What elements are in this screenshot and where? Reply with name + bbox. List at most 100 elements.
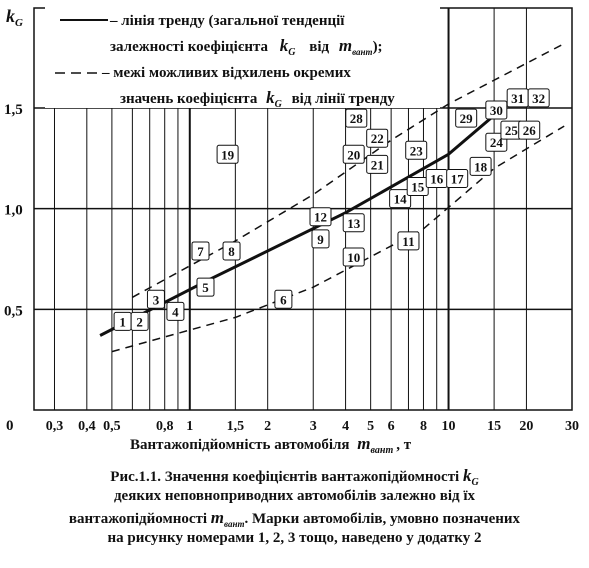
data-point: 29 xyxy=(455,108,478,128)
caption-line-1: Рис.1.1. Значення коефіцієнтів вантажопі… xyxy=(110,466,479,488)
x-tick-label: 6 xyxy=(388,419,395,434)
x-tick-label: 8 xyxy=(420,419,427,434)
data-point: 20 xyxy=(342,144,365,164)
data-point-box xyxy=(527,88,550,108)
data-point: 31 xyxy=(506,88,529,108)
data-point-box xyxy=(389,189,412,209)
data-point-label: 21 xyxy=(371,157,384,172)
data-point-label: 29 xyxy=(460,111,474,126)
data-point: 15 xyxy=(406,177,429,197)
data-point-label: 3 xyxy=(153,292,160,307)
data-point: 30 xyxy=(485,100,508,120)
x-tick-label: 0,3 xyxy=(46,419,64,434)
data-point: 26 xyxy=(518,120,541,140)
legend-trend-line2: залежності коефіцієнта kG від mвант); xyxy=(110,36,383,59)
y-tick-label: 1,0 xyxy=(4,203,23,219)
data-point: 4 xyxy=(166,301,185,321)
data-point-label: 23 xyxy=(410,143,424,158)
legend: – лінія тренду (загальної тенденції зале… xyxy=(45,5,440,111)
data-point: 3 xyxy=(146,289,165,309)
x-tick-label: 2 xyxy=(264,419,271,434)
x-tick-label: 10 xyxy=(442,419,456,434)
x-tick-label: 30 xyxy=(565,419,579,434)
x-tick-label: 0,8 xyxy=(156,419,174,434)
data-point-box xyxy=(485,100,508,120)
data-point: 7 xyxy=(191,241,210,261)
legend-bounds-line2: значень коефіцієнта kG від лінії тренду xyxy=(120,88,395,111)
data-point: 6 xyxy=(274,289,293,309)
data-point-label: 16 xyxy=(430,171,444,186)
caption-line-2: деяких неповноприводних автомобілів зале… xyxy=(113,488,476,504)
data-point-label: 9 xyxy=(317,232,324,247)
data-point-box xyxy=(274,289,293,309)
data-point-box xyxy=(446,168,469,188)
data-point-label: 4 xyxy=(172,304,179,319)
data-point-label: 1 xyxy=(119,314,126,329)
curves xyxy=(99,42,565,353)
x-tick-label: 5 xyxy=(367,419,374,434)
legend-bounds-line1: – межі можливих відхилень окремих xyxy=(101,65,351,81)
data-point-box xyxy=(342,247,365,267)
data-point-box xyxy=(342,213,365,233)
data-point-label: 7 xyxy=(197,244,204,259)
data-point-label: 10 xyxy=(347,250,360,265)
x-tick-label: 1,5 xyxy=(227,419,245,434)
x-tick-label: 20 xyxy=(519,419,533,434)
data-point: 28 xyxy=(345,108,368,128)
data-point-box xyxy=(311,229,330,249)
data-point: 13 xyxy=(342,213,365,233)
data-point: 32 xyxy=(527,88,550,108)
data-point-box xyxy=(397,231,420,251)
data-point-box xyxy=(345,108,368,128)
legend-trend-line1: – лінія тренду (загальної тенденції xyxy=(109,13,345,29)
data-point: 21 xyxy=(366,154,389,174)
data-point: 23 xyxy=(405,140,428,160)
data-point: 2 xyxy=(130,311,149,331)
data-point-box xyxy=(342,144,365,164)
data-point-box xyxy=(469,156,492,176)
data-point: 16 xyxy=(425,168,448,188)
data-point-label: 6 xyxy=(280,292,287,307)
caption-line-4: на рисунку номерами 1, 2, 3 тощо, наведе… xyxy=(107,530,482,546)
data-point-box xyxy=(222,241,241,261)
data-point-label: 32 xyxy=(532,91,545,106)
data-point-box xyxy=(309,207,332,227)
data-point-label: 13 xyxy=(347,216,361,231)
y-tick-label: 0 xyxy=(6,418,14,434)
trend-line xyxy=(99,96,516,337)
data-point: 22 xyxy=(366,128,389,148)
x-tick-label: 4 xyxy=(342,419,349,434)
data-point-label: 31 xyxy=(511,91,524,106)
data-point: 8 xyxy=(222,241,241,261)
data-point-label: 11 xyxy=(402,234,414,249)
data-point-box xyxy=(366,128,389,148)
chart: – лінія тренду (загальної тенденції зале… xyxy=(4,5,579,456)
upper-bound-line xyxy=(132,42,565,298)
y-tick-label: 0,5 xyxy=(4,303,23,319)
y-axis-title: kG xyxy=(6,6,23,29)
data-point: 12 xyxy=(309,207,332,227)
data-point-label: 28 xyxy=(350,111,364,126)
data-point-box xyxy=(455,108,478,128)
data-point-label: 15 xyxy=(411,180,425,195)
data-point-box xyxy=(216,144,239,164)
data-point-box xyxy=(518,120,541,140)
data-point: 5 xyxy=(196,277,215,297)
data-point: 9 xyxy=(311,229,330,249)
data-point-label: 20 xyxy=(347,147,360,162)
data-point-box xyxy=(166,301,185,321)
data-point-box xyxy=(196,277,215,297)
axes: kG 00,51,01,50,3 0,4 0,5 0,8 1 1,5 2 3 4 5 6 8 10 15 2… xyxy=(4,6,579,434)
data-point-label: 24 xyxy=(490,135,504,150)
data-point-label: 30 xyxy=(490,103,503,118)
data-point-box xyxy=(366,154,389,174)
data-point: 25 xyxy=(500,120,523,140)
data-point-label: 5 xyxy=(202,280,209,295)
data-point-label: 19 xyxy=(221,147,235,162)
data-point-box xyxy=(191,241,210,261)
x-tick-label: 15 xyxy=(487,419,501,434)
legend-background xyxy=(45,5,440,108)
data-point: 11 xyxy=(397,231,420,251)
data-point-box xyxy=(146,289,165,309)
